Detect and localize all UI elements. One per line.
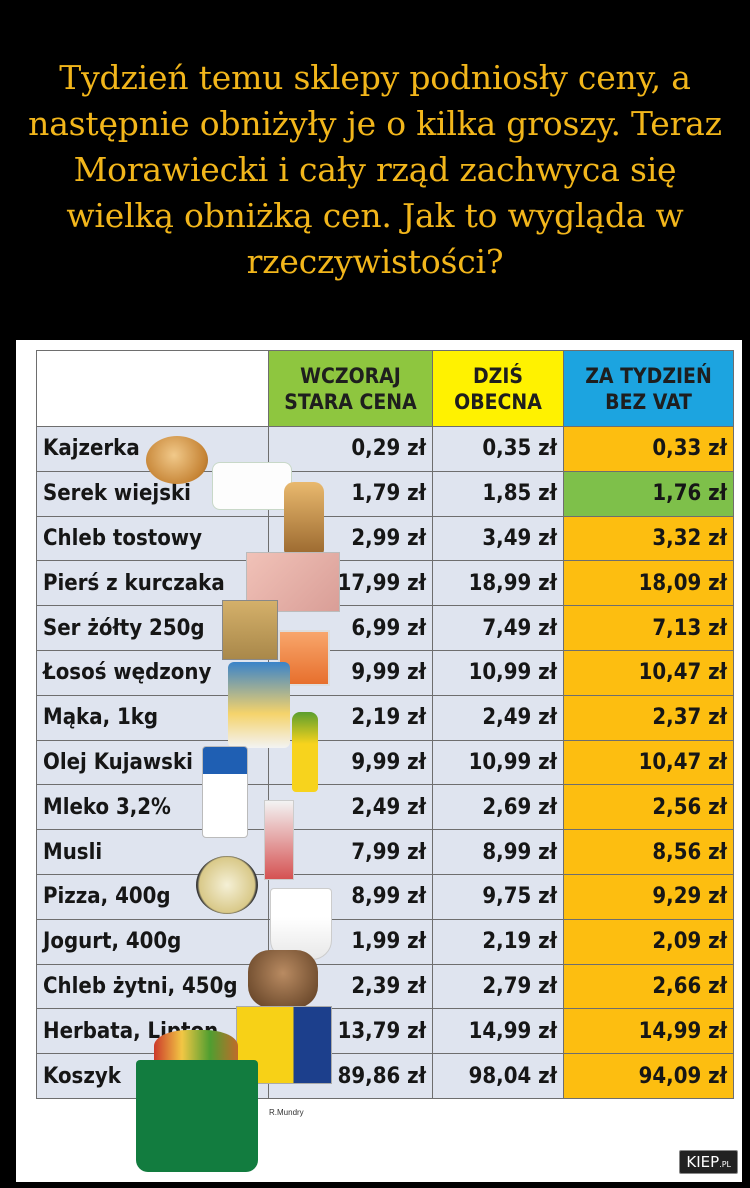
header-blank bbox=[36, 350, 269, 427]
shopping-bag-image bbox=[136, 1060, 258, 1172]
price-now: 2,79 zł bbox=[432, 963, 564, 1010]
price-row: Herbata, Lipton 13,79 zł 14,99 zł 14,99 zł bbox=[36, 1008, 734, 1055]
price-row: Chleb tostowy 2,99 zł 3,49 zł 3,32 zł bbox=[36, 515, 734, 562]
price-now: 8,99 zł bbox=[432, 829, 564, 875]
price-next: 10,47 zł bbox=[563, 649, 734, 696]
header-now-line2: OBECNA bbox=[454, 389, 542, 414]
product-name: Chleb tostowy bbox=[36, 515, 269, 562]
header-now: DZIŚ OBECNA bbox=[432, 350, 564, 427]
product-name: Jogurt, 400g bbox=[36, 918, 269, 965]
price-next: 7,13 zł bbox=[563, 605, 734, 651]
price-old: 2,99 zł bbox=[268, 515, 433, 562]
milk-carton-image bbox=[202, 746, 248, 838]
yellow-cheese-image bbox=[222, 600, 278, 660]
price-next: 9,29 zł bbox=[563, 873, 734, 920]
price-row: Koszyk 89,86 zł 98,04 zł 94,09 zł bbox=[36, 1053, 734, 1099]
header-old-line1: WCZORAJ bbox=[300, 363, 401, 388]
price-row: Musli 7,99 zł 8,99 zł 8,56 zł bbox=[36, 829, 734, 875]
price-now: 2,69 zł bbox=[432, 784, 564, 831]
price-now: 7,49 zł bbox=[432, 605, 564, 651]
price-row: Ser żółty 250g 6,99 zł 7,49 zł 7,13 zł bbox=[36, 605, 734, 651]
header-old-line2: STARA CENA bbox=[284, 389, 417, 414]
price-now: 3,49 zł bbox=[432, 515, 564, 562]
price-old: 0,29 zł bbox=[268, 426, 433, 472]
yogurt-image bbox=[270, 888, 332, 960]
price-next: 2,37 zł bbox=[563, 694, 734, 741]
price-panel: WCZORAJ STARA CENA DZIŚ OBECNA ZA TYDZIE… bbox=[16, 340, 742, 1182]
price-row: Mąka, 1kg 2,19 zł 2,49 zł 2,37 zł bbox=[36, 694, 734, 741]
price-next: 2,09 zł bbox=[563, 918, 734, 965]
kiep-logo[interactable]: KIEP.PL bbox=[679, 1150, 738, 1174]
logo-suffix: .PL bbox=[719, 1160, 731, 1169]
price-now: 98,04 zł bbox=[432, 1053, 564, 1099]
header-next-line2: BEZ VAT bbox=[605, 389, 692, 414]
header-row: WCZORAJ STARA CENA DZIŚ OBECNA ZA TYDZIE… bbox=[36, 350, 734, 427]
author-credit: R.Mundry bbox=[269, 1108, 304, 1117]
price-next: 10,47 zł bbox=[563, 739, 734, 786]
price-row: Pierś z kurczaka 17,99 zł 18,99 zł 18,09 zł bbox=[36, 560, 734, 607]
price-next: 2,66 zł bbox=[563, 963, 734, 1010]
logo-main: KIEP bbox=[686, 1153, 720, 1171]
price-now: 2,49 zł bbox=[432, 694, 564, 741]
price-row: Jogurt, 400g 1,99 zł 2,19 zł 2,09 zł bbox=[36, 918, 734, 965]
price-row: Łosoś wędzony 9,99 zł 10,99 zł 10,47 zł bbox=[36, 649, 734, 696]
oil-bottle-image bbox=[292, 712, 318, 792]
price-row: Kajzerka 0,29 zł 0,35 zł 0,33 zł bbox=[36, 426, 734, 472]
header-next-line1: ZA TYDZIEŃ bbox=[585, 363, 712, 388]
price-now: 18,99 zł bbox=[432, 560, 564, 607]
price-old: 6,99 zł bbox=[268, 605, 433, 651]
price-next: 2,56 zł bbox=[563, 784, 734, 831]
price-now: 10,99 zł bbox=[432, 649, 564, 696]
kaiser-roll-image bbox=[146, 436, 208, 484]
price-now: 2,19 zł bbox=[432, 918, 564, 965]
price-next: 8,56 zł bbox=[563, 829, 734, 875]
price-next: 1,76 zł bbox=[563, 470, 734, 517]
price-old: 89,86 zł bbox=[268, 1053, 433, 1099]
price-row: Olej Kujawski 9,99 zł 10,99 zł 10,47 zł bbox=[36, 739, 734, 786]
price-now: 14,99 zł bbox=[432, 1008, 564, 1055]
header-next: ZA TYDZIEŃ BEZ VAT bbox=[563, 350, 734, 427]
rye-bread-image bbox=[248, 950, 318, 1008]
flour-bag-image bbox=[228, 662, 290, 748]
price-row: Serek wiejski 1,79 zł 1,85 zł 1,76 zł bbox=[36, 470, 734, 517]
musli-image bbox=[264, 800, 294, 880]
price-row: Mleko 3,2% 2,49 zł 2,69 zł 2,56 zł bbox=[36, 784, 734, 831]
product-name: Pierś z kurczaka bbox=[36, 560, 269, 607]
caption: Tydzień temu sklepy podniosły ceny, a na… bbox=[0, 0, 750, 340]
product-name: Chleb żytni, 450g bbox=[36, 963, 269, 1010]
price-next: 94,09 zł bbox=[563, 1053, 734, 1099]
price-next: 3,32 zł bbox=[563, 515, 734, 562]
price-now: 10,99 zł bbox=[432, 739, 564, 786]
price-table: WCZORAJ STARA CENA DZIŚ OBECNA ZA TYDZIE… bbox=[36, 350, 734, 1099]
caption-text: Tydzień temu sklepy podniosły ceny, a na… bbox=[28, 58, 722, 281]
price-row: Chleb żytni, 450g 2,39 zł 2,79 zł 2,66 zł bbox=[36, 963, 734, 1010]
header-old: WCZORAJ STARA CENA bbox=[268, 350, 433, 427]
toast-bread-image bbox=[284, 482, 324, 554]
price-row: Pizza, 400g 8,99 zł 9,75 zł 9,29 zł bbox=[36, 873, 734, 920]
price-now: 1,85 zł bbox=[432, 470, 564, 517]
price-next: 0,33 zł bbox=[563, 426, 734, 472]
cottage-cheese-image bbox=[212, 462, 292, 510]
price-next: 14,99 zł bbox=[563, 1008, 734, 1055]
price-now: 0,35 zł bbox=[432, 426, 564, 472]
header-now-line1: DZIŚ bbox=[472, 363, 524, 388]
price-now: 9,75 zł bbox=[432, 873, 564, 920]
price-next: 18,09 zł bbox=[563, 560, 734, 607]
pizza-image bbox=[196, 856, 258, 914]
